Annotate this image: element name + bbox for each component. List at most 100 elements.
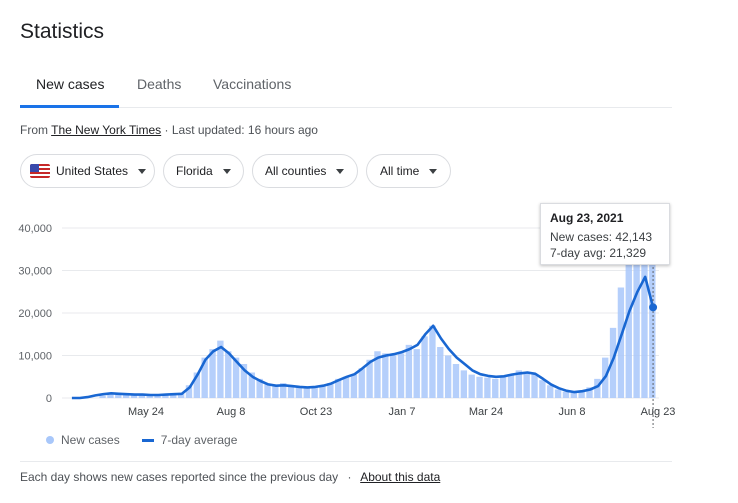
caret-down-icon	[138, 168, 147, 174]
x-tick-label: Aug 8	[217, 406, 246, 418]
bar	[484, 377, 491, 398]
bar	[492, 378, 499, 398]
hover-point	[649, 303, 658, 312]
tooltip-average: 7-day avg: 21,329	[550, 246, 647, 260]
bar	[264, 384, 271, 398]
x-tick-label: Aug 23	[641, 406, 676, 418]
bar	[303, 387, 310, 398]
footer-divider	[20, 461, 672, 462]
bar	[177, 393, 185, 398]
bar	[319, 385, 326, 398]
legend-bar-swatch	[46, 436, 54, 444]
bar	[554, 389, 562, 398]
bar	[444, 355, 452, 398]
bar	[586, 387, 593, 398]
bar	[107, 394, 114, 398]
bar	[146, 395, 153, 398]
bar	[201, 357, 208, 398]
bar	[115, 392, 122, 398]
y-tick-label: 0	[46, 393, 52, 405]
x-tick-label: Oct 23	[300, 406, 332, 418]
footer-text: Each day shows new cases reported since …	[20, 470, 339, 484]
bar	[499, 376, 507, 398]
bar	[311, 386, 318, 398]
legend-7-day-average: 7-day average	[160, 433, 238, 447]
country-label: United States	[56, 164, 129, 178]
bar	[570, 392, 577, 398]
bar	[625, 257, 632, 398]
caret-down-icon	[222, 168, 231, 174]
bar	[366, 359, 373, 398]
tab-deaths[interactable]: Deaths	[137, 76, 182, 92]
active-tab-indicator	[20, 105, 119, 108]
bar	[476, 376, 483, 398]
bar	[609, 327, 617, 398]
tooltip-cases: New cases: 42,143	[550, 230, 653, 244]
bar	[162, 394, 169, 398]
bar	[193, 372, 201, 398]
x-tick-label: Jun 8	[559, 406, 586, 418]
average-line	[71, 275, 655, 400]
bar	[327, 383, 334, 398]
state-dropdown[interactable]: Florida	[163, 154, 244, 188]
footer: Each day shows new cases reported since …	[20, 470, 440, 484]
time-range-dropdown[interactable]: All time	[366, 154, 451, 188]
bar	[280, 383, 287, 398]
bar	[122, 393, 130, 398]
bar	[531, 374, 538, 398]
x-tick-label: Mar 24	[469, 406, 503, 418]
bar	[523, 372, 530, 398]
bar	[507, 374, 515, 398]
us-flag-icon	[30, 164, 50, 178]
bar	[342, 376, 350, 398]
time-range-label: All time	[380, 164, 420, 178]
state-label: Florida	[176, 164, 213, 178]
bar	[421, 336, 428, 398]
bar	[225, 351, 232, 398]
chart-legend: New cases 7-day average	[46, 433, 237, 447]
county-label: All counties	[265, 164, 327, 178]
bar	[374, 351, 381, 398]
y-tick-label: 30,000	[18, 266, 52, 278]
bar	[405, 344, 413, 398]
caret-down-icon	[336, 168, 345, 174]
tab-bar: New cases Deaths Vaccinations	[20, 68, 672, 108]
footer-separator: ·	[347, 470, 352, 484]
bar	[515, 370, 522, 398]
bar	[99, 395, 106, 398]
bar	[185, 385, 193, 398]
last-updated: · Last updated: 16 hours ago	[164, 123, 318, 137]
bar	[287, 385, 295, 398]
source-link[interactable]: The New York Times	[51, 123, 162, 137]
bar	[358, 368, 365, 398]
bar	[641, 228, 648, 398]
county-dropdown[interactable]: All counties	[252, 154, 358, 188]
x-tick-label: Jan 7	[389, 406, 416, 418]
bar	[617, 287, 625, 398]
tab-new-cases[interactable]: New cases	[36, 76, 105, 92]
bar	[138, 394, 146, 398]
bar	[335, 378, 342, 398]
bar	[272, 386, 279, 398]
source-prefix: From	[20, 123, 48, 137]
x-tick-label: May 24	[128, 406, 164, 418]
bar	[413, 349, 420, 398]
bar	[350, 374, 358, 398]
bar	[539, 380, 546, 398]
country-dropdown[interactable]: United States	[20, 154, 155, 188]
bar	[256, 378, 263, 398]
tab-vaccinations[interactable]: Vaccinations	[213, 76, 292, 92]
chart-tooltip: Aug 23, 2021 New cases: 42,143 7-day avg…	[540, 203, 670, 265]
y-tick-label: 20,000	[18, 308, 52, 320]
y-tick-label: 10,000	[18, 351, 52, 363]
bar	[562, 391, 570, 398]
bar	[594, 378, 601, 398]
bar	[232, 357, 240, 398]
about-this-data-link[interactable]: About this data	[360, 470, 441, 484]
bar	[248, 372, 255, 398]
source-line: From The New York Times · Last updated: …	[20, 123, 318, 137]
bar	[209, 349, 216, 398]
tooltip-date: Aug 23, 2021	[550, 211, 624, 225]
bar	[382, 353, 389, 398]
